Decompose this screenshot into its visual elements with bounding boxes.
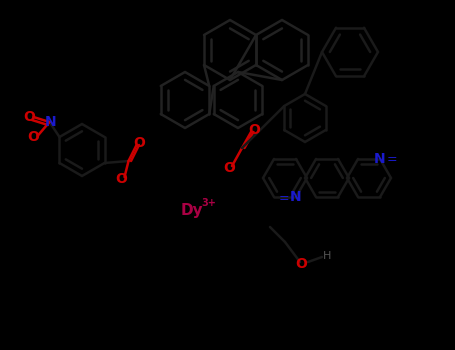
Text: O: O bbox=[24, 110, 35, 124]
Text: O: O bbox=[295, 257, 307, 271]
Text: N: N bbox=[45, 115, 56, 129]
Text: O: O bbox=[116, 172, 127, 186]
Text: 3+: 3+ bbox=[202, 198, 217, 208]
Text: N: N bbox=[290, 190, 302, 204]
Text: Dy: Dy bbox=[181, 203, 203, 217]
Text: O: O bbox=[248, 123, 260, 137]
Text: H: H bbox=[323, 251, 331, 261]
Text: O: O bbox=[28, 130, 40, 144]
Text: N: N bbox=[374, 152, 386, 166]
Text: O: O bbox=[223, 161, 235, 175]
Text: O: O bbox=[134, 136, 146, 150]
Text: =: = bbox=[278, 191, 289, 204]
Text: =: = bbox=[387, 153, 397, 167]
